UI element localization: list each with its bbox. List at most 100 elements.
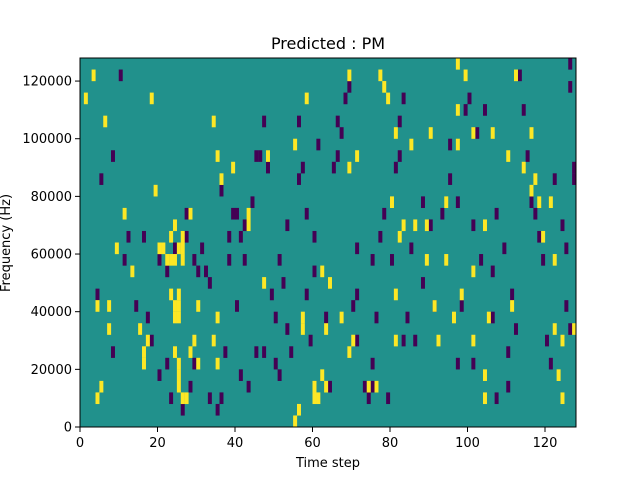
heatmap-cell-low	[273, 311, 278, 324]
heatmap-cell-high	[293, 415, 298, 428]
heatmap-cell-high	[413, 219, 418, 232]
heatmap-cell-high	[211, 334, 216, 347]
heatmap-cell-high	[180, 392, 185, 405]
heatmap-cell-low	[413, 334, 418, 347]
heatmap-cell-high	[397, 230, 402, 243]
y-tick-label: 80000	[31, 190, 72, 205]
heatmap-cell-high	[529, 184, 534, 197]
heatmap-cell-high	[572, 323, 577, 335]
heatmap-cell-low	[99, 173, 104, 185]
heatmap-cell-high	[490, 127, 495, 139]
heatmap-cell-high	[347, 69, 352, 82]
heatmap-cell-low	[289, 346, 294, 358]
heatmap-cell-low	[448, 173, 453, 185]
heatmap-cell-high	[444, 254, 449, 266]
heatmap-cell-high	[122, 207, 127, 220]
heatmap-cell-low	[285, 323, 290, 335]
heatmap-cell-high	[328, 277, 332, 289]
heatmap-cell-low	[459, 300, 464, 312]
heatmap-cell-high	[91, 69, 96, 82]
heatmap-cell-low	[184, 230, 189, 243]
heatmap-cell-low	[277, 254, 282, 266]
heatmap-cell-low	[401, 92, 406, 105]
heatmap-cell-low	[370, 380, 375, 393]
heatmap-cell-high	[176, 311, 181, 324]
heatmap-cell-low	[273, 357, 278, 370]
heatmap-cell-low	[235, 300, 239, 312]
heatmap-cell-low	[506, 380, 511, 393]
heatmap-cell-high	[95, 392, 100, 405]
heatmap-cell-high	[351, 334, 356, 347]
heatmap-cell-high	[459, 288, 464, 301]
heatmap-cell-low	[331, 161, 336, 174]
plot-frame	[79, 57, 577, 428]
heatmap-cell-high	[180, 242, 185, 255]
heatmap-cell-low	[169, 392, 174, 405]
heatmap-cell-low	[343, 92, 348, 105]
heatmap-cell-high	[409, 138, 414, 151]
heatmap-cell-high	[184, 392, 189, 405]
heatmap-cell-low	[533, 207, 538, 220]
heatmap-cell-high	[486, 311, 491, 324]
heatmap-cell-low	[409, 242, 414, 255]
heatmap-cell-high	[169, 288, 174, 301]
heatmap-cell-low	[490, 311, 495, 324]
heatmap-cell-high	[355, 150, 360, 162]
heatmap-cell-high	[103, 115, 108, 128]
heatmap-cell-high	[324, 323, 329, 335]
heatmap-cell-high	[382, 81, 387, 93]
heatmap-cell-low	[494, 392, 499, 405]
heatmap-cell-high	[378, 69, 383, 82]
heatmap-cell-low	[471, 357, 476, 370]
y-tick-label: 20000	[31, 363, 72, 378]
heatmap-cell-high	[215, 150, 220, 162]
heatmap-cell-high	[99, 380, 104, 393]
heatmap-cell-low	[428, 219, 433, 232]
heatmap-cell-low	[312, 230, 317, 243]
heatmap-cell-high	[471, 265, 476, 278]
heatmap-cell-high	[176, 357, 181, 370]
heatmap-cell-low	[564, 242, 569, 255]
heatmap-cell-high	[157, 242, 162, 255]
heatmap-cell-high	[366, 380, 371, 393]
heatmap-cell-low	[397, 115, 402, 128]
heatmap-cell-high	[537, 196, 542, 209]
heatmap-cell-low	[347, 81, 352, 93]
heatmap-cell-high	[393, 334, 398, 347]
heatmap-cell-low	[204, 265, 208, 278]
heatmap-cell-high	[176, 380, 181, 393]
heatmap-cell-low	[192, 254, 197, 266]
heatmap-cell-high	[266, 150, 270, 162]
heatmap-cell-low	[238, 369, 243, 381]
heatmap-cell-low	[568, 323, 573, 335]
heatmap-cell-high	[312, 380, 317, 393]
heatmap-cell-high	[339, 311, 344, 324]
heatmap-cell-high	[188, 207, 193, 220]
y-tick-label: 120000	[22, 75, 72, 90]
heatmap-cell-low	[227, 230, 232, 243]
heatmap-cell-low	[479, 254, 484, 266]
heatmap-cell-low	[95, 288, 100, 301]
heatmap-cell-low	[227, 254, 232, 266]
heatmap-cell-high	[142, 346, 146, 358]
x-tick-label: 100	[455, 436, 480, 451]
heatmap-cell-low	[455, 196, 460, 209]
heatmap-cell-low	[467, 92, 472, 105]
heatmap-cell-low	[149, 334, 154, 347]
heatmap-cell-low	[145, 311, 150, 324]
heatmap-cell-high	[390, 196, 394, 209]
heatmap-cell-low	[545, 334, 549, 347]
heatmap-cell-high	[374, 380, 379, 393]
heatmap-cell-high	[173, 254, 177, 266]
heatmap-cell-low	[304, 207, 309, 220]
heatmap-cell-low	[390, 254, 394, 266]
heatmap-cell-high	[393, 127, 398, 139]
heatmap-cell-low	[231, 207, 236, 220]
heatmap-cell-high	[176, 288, 181, 301]
heatmap-cell-low	[266, 161, 270, 174]
heatmap-cell-low	[494, 207, 499, 220]
heatmap-cell-high	[188, 346, 193, 358]
heatmap-cell-low	[471, 219, 476, 232]
heatmap-cell-high	[95, 300, 100, 312]
heatmap-cell-low	[548, 357, 553, 370]
